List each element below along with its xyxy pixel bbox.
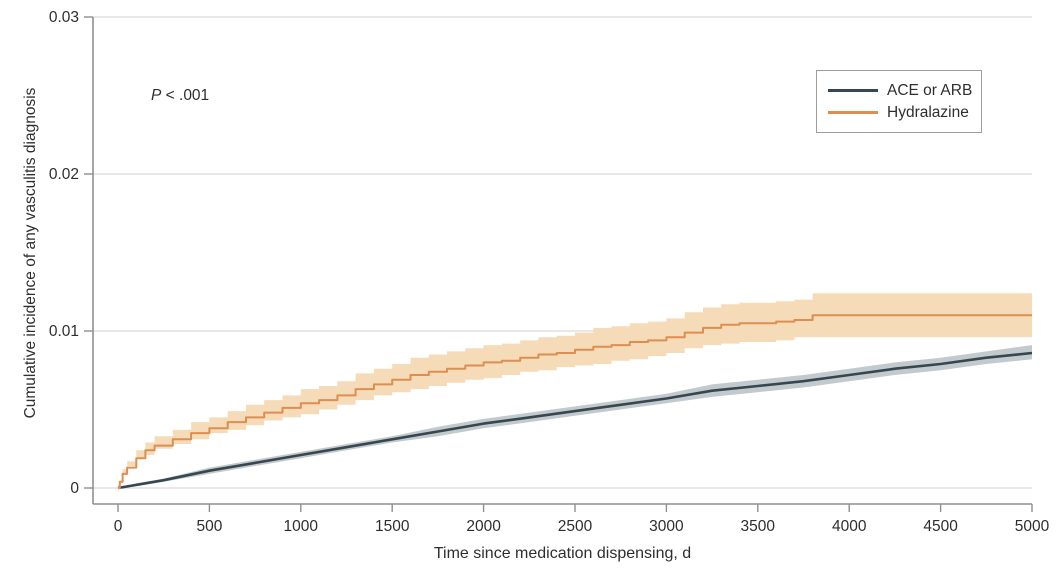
series-line-ace-or-arb — [117, 351, 1033, 490]
y-tick-label: 0.01 — [49, 323, 79, 340]
x-axis-title: Time since medication dispensing, d — [433, 545, 692, 562]
x-tick-label: 3500 — [741, 518, 776, 535]
x-tick-label: 2500 — [558, 518, 593, 535]
series-line-hydralazine — [118, 314, 1032, 489]
y-tick-label: 0.02 — [49, 166, 79, 183]
x-tick-label: 2000 — [466, 518, 501, 535]
x-tick-label: 1000 — [284, 518, 319, 535]
x-tick-label: 500 — [196, 518, 222, 535]
p-value-text: < .001 — [161, 87, 210, 104]
legend-label-hydralazine: Hydralazine — [887, 104, 969, 121]
p-value-annotation: P < .001 — [151, 87, 209, 105]
legend: ACE or ARB Hydralazine — [816, 70, 982, 133]
y-axis-title: Cumulative incidence of any vasculitis d… — [22, 87, 39, 419]
legend-entry-hydralazine: Hydralazine — [828, 105, 981, 121]
y-tick-label: 0.03 — [49, 9, 79, 26]
x-tick-label: 4500 — [923, 518, 958, 535]
x-tick-label: 3000 — [649, 518, 684, 535]
legend-label-ace: ACE or ARB — [887, 81, 973, 99]
confidence-band-hydralazine — [118, 293, 1032, 488]
y-tick-label: 0 — [70, 480, 79, 497]
legend-entry-ace-or-arb: ACE or ARB — [828, 81, 981, 99]
x-tick-label: 5000 — [1015, 518, 1050, 535]
ace-line-swatch — [828, 88, 878, 92]
hydralazine-line-swatch — [828, 111, 878, 115]
p-symbol: P — [151, 87, 162, 104]
x-tick-label: 0 — [114, 518, 123, 535]
x-tick-label: 1500 — [375, 518, 410, 535]
x-tick-label: 4000 — [832, 518, 867, 535]
